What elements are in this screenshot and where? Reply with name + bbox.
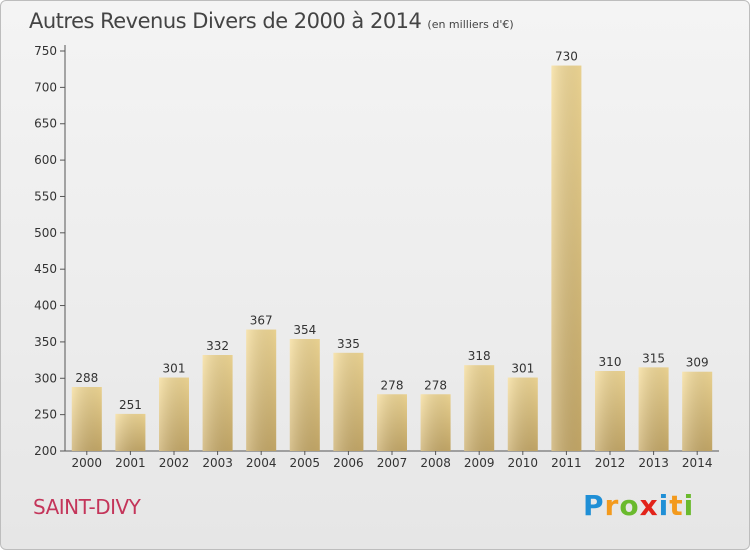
x-tick-label: 2011 xyxy=(551,456,582,470)
bar-shade xyxy=(333,352,364,451)
brand-logo-letter: r xyxy=(604,489,620,522)
y-tick-label: 550 xyxy=(34,189,57,203)
bar-shade xyxy=(507,377,538,451)
x-tick-label: 2010 xyxy=(508,456,539,470)
y-tick-label: 350 xyxy=(34,335,57,349)
bar-shade xyxy=(638,367,669,451)
bar-shade xyxy=(377,394,407,451)
bar-shade xyxy=(420,394,451,451)
x-tick-label: 2006 xyxy=(333,456,364,470)
y-tick-label: 400 xyxy=(34,299,57,313)
brand-logo-letter: i xyxy=(683,489,695,522)
x-tick-label: 2000 xyxy=(72,456,103,470)
data-label: 288 xyxy=(75,371,98,385)
data-label: 367 xyxy=(250,314,273,328)
data-label: 278 xyxy=(424,378,447,392)
bar-shade xyxy=(682,371,713,451)
x-tick-label: 2008 xyxy=(420,456,451,470)
y-tick-label: 500 xyxy=(34,226,57,240)
brand-logo-letter: P xyxy=(583,489,605,522)
data-label: 309 xyxy=(686,356,709,370)
y-tick-label: 750 xyxy=(34,44,57,58)
x-tick-label: 2007 xyxy=(377,456,408,470)
chart-title: Autres Revenus Divers de 2000 à 2014 (en … xyxy=(29,9,514,33)
bar-shade xyxy=(595,371,625,451)
chart-title-main: Autres Revenus Divers de 2000 à 2014 xyxy=(29,9,422,33)
x-tick-label: 2002 xyxy=(159,456,190,470)
x-tick-label: 2005 xyxy=(290,456,321,470)
data-label: 730 xyxy=(555,50,578,64)
bar-shade xyxy=(159,377,189,451)
bar-shade xyxy=(115,413,146,451)
bar-shade xyxy=(202,355,233,451)
data-label: 332 xyxy=(206,339,229,353)
y-tick-label: 200 xyxy=(34,444,57,458)
x-tick-label: 2012 xyxy=(595,456,626,470)
brand-logo: Proxiti xyxy=(583,489,694,522)
data-label: 301 xyxy=(511,362,534,376)
y-tick-label: 450 xyxy=(34,262,57,276)
place-name: SAINT-DIVY xyxy=(33,495,141,519)
y-tick-label: 250 xyxy=(34,408,57,422)
x-tick-label: 2001 xyxy=(115,456,146,470)
data-label: 315 xyxy=(642,351,665,365)
x-tick-label: 2009 xyxy=(464,456,495,470)
chart-title-unit: (en milliers d'€) xyxy=(427,18,514,31)
data-label: 318 xyxy=(468,349,491,363)
y-tick-label: 650 xyxy=(34,117,57,131)
brand-logo-letter: o xyxy=(619,489,640,522)
data-label: 278 xyxy=(381,378,404,392)
data-label: 354 xyxy=(293,323,316,337)
bar-shade xyxy=(551,65,582,451)
data-label: 251 xyxy=(119,398,142,412)
x-tick-label: 2004 xyxy=(246,456,277,470)
y-tick-label: 300 xyxy=(34,371,57,385)
x-tick-label: 2013 xyxy=(638,456,669,470)
brand-logo-letter: t xyxy=(669,489,684,522)
y-tick-label: 700 xyxy=(34,80,57,94)
data-label: 310 xyxy=(599,355,622,369)
x-tick-label: 2003 xyxy=(202,456,233,470)
data-label: 335 xyxy=(337,337,360,351)
bar-shade xyxy=(289,339,320,451)
x-tick-label: 2014 xyxy=(682,456,713,470)
bar-shade xyxy=(464,365,495,451)
data-label: 301 xyxy=(163,362,186,376)
y-tick-label: 600 xyxy=(34,153,57,167)
brand-logo-letter: x xyxy=(639,489,659,522)
bar-shade xyxy=(246,329,277,451)
bar-shade xyxy=(71,387,102,451)
brand-logo-letter: i xyxy=(658,489,670,522)
